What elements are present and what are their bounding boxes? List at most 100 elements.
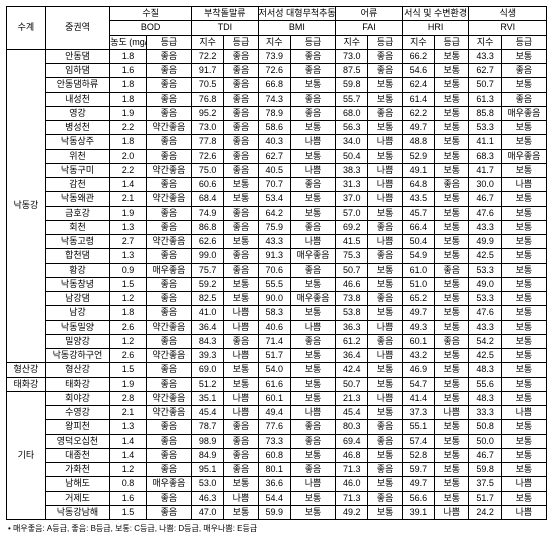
value-cell: 좋음	[435, 334, 469, 348]
value-cell: 2.6	[110, 349, 147, 363]
value-cell: 좋음	[435, 263, 469, 277]
region-cell: 형산강	[45, 363, 110, 377]
value-cell: 보통	[435, 277, 469, 291]
value-cell: 1.8	[110, 92, 147, 106]
value-cell: 약간좋음	[146, 320, 191, 334]
value-cell: 72.2	[191, 49, 223, 63]
value-cell: 보통	[368, 206, 402, 220]
value-cell: 36.6	[258, 477, 290, 491]
value-cell: 보통	[435, 78, 469, 92]
value-cell: 좋음	[290, 463, 335, 477]
hdr-region: 중권역	[45, 7, 110, 50]
hdr-sub-2: BMI	[258, 21, 335, 35]
value-cell: 좋음	[224, 163, 258, 177]
value-cell: 보통	[501, 363, 546, 377]
value-cell: 보통	[501, 206, 546, 220]
value-cell: 좋음	[146, 49, 191, 63]
region-cell: 내성천	[45, 92, 110, 106]
table-row: 임하댐1.6좋음91.7좋음72.6좋음87.5좋음54.6보통62.7좋음	[7, 64, 547, 78]
table-row: 병성천2.2약간좋음73.0좋음58.6보통56.3보통49.7보통53.3보통	[7, 121, 547, 135]
value-cell: 76.8	[191, 92, 223, 106]
value-cell: 매우좋음	[290, 249, 335, 263]
value-cell: 보통	[290, 505, 335, 519]
table-row: 황강0.9매우좋음75.7좋음70.6좋음50.7보통61.0좋음53.3보통	[7, 263, 547, 277]
value-cell: 69.4	[336, 434, 368, 448]
value-cell: 61.2	[336, 334, 368, 348]
value-cell: 좋음	[290, 220, 335, 234]
value-cell: 보통	[435, 463, 469, 477]
value-cell: 약간좋음	[146, 235, 191, 249]
value-cell: 좋음	[501, 64, 546, 78]
value-cell: 보통	[290, 391, 335, 405]
value-cell: 보통	[435, 135, 469, 149]
hdr-sub-5: RVI	[469, 21, 547, 35]
hdr-third-4a: 지수	[402, 35, 434, 49]
value-cell: 보통	[435, 206, 469, 220]
value-cell: 보통	[501, 163, 546, 177]
value-cell: 62.7	[469, 64, 501, 78]
value-cell: 보통	[435, 106, 469, 120]
value-cell: 좋음	[224, 220, 258, 234]
value-cell: 98.9	[191, 434, 223, 448]
value-cell: 1.5	[110, 277, 147, 291]
value-cell: 보통	[501, 277, 546, 291]
hdr-third-3b: 등급	[368, 35, 402, 49]
value-cell: 85.8	[469, 106, 501, 120]
value-cell: 75.3	[336, 249, 368, 263]
value-cell: 좋음	[146, 491, 191, 505]
value-cell: 1.9	[110, 377, 147, 391]
value-cell: 62.2	[402, 106, 434, 120]
value-cell: 좋음	[224, 49, 258, 63]
table-row: 낙동강안동댐1.8좋음72.2좋음73.9좋음73.0좋음66.2보통43.3보…	[7, 49, 547, 63]
value-cell: 2.0	[110, 149, 147, 163]
value-cell: 좋음	[224, 149, 258, 163]
value-cell: 46.7	[469, 448, 501, 462]
region-cell: 가화천	[45, 463, 110, 477]
value-cell: 보통	[224, 235, 258, 249]
value-cell: 68.0	[336, 106, 368, 120]
value-cell: 나쁨	[368, 178, 402, 192]
region-cell: 남강댐	[45, 292, 110, 306]
value-cell: 43.3	[258, 235, 290, 249]
value-cell: 30.0	[469, 178, 501, 192]
value-cell: 73.3	[258, 434, 290, 448]
value-cell: 46.7	[469, 192, 501, 206]
value-cell: 좋음	[290, 106, 335, 120]
value-cell: 보통	[290, 277, 335, 291]
value-cell: 좋음	[290, 64, 335, 78]
hdr-third-0a: 농도 (mg/L)	[110, 35, 147, 49]
region-cell: 임하댐	[45, 64, 110, 78]
value-cell: 좋음	[224, 135, 258, 149]
value-cell: 좋음	[368, 220, 402, 234]
value-cell: 보통	[501, 78, 546, 92]
value-cell: 2.2	[110, 163, 147, 177]
table-row: 남강1.8좋음41.0나쁨58.3보통53.8보통49.7보통47.6보통	[7, 306, 547, 320]
table-header: 수계 중권역 수질 부착돌말류 저서성 대형무척추동물 어류 서식 및 수변환경…	[7, 7, 547, 50]
value-cell: 보통	[224, 178, 258, 192]
value-cell: 68.4	[191, 192, 223, 206]
value-cell: 보통	[368, 448, 402, 462]
region-cell: 영덕오십천	[45, 434, 110, 448]
value-cell: 나쁨	[368, 235, 402, 249]
value-cell: 보통	[290, 448, 335, 462]
value-cell: 좋음	[146, 106, 191, 120]
table-row: 감천1.4좋음60.6보통70.7좋음31.3나쁨64.8좋음30.0나쁨	[7, 178, 547, 192]
value-cell: 좋음	[368, 420, 402, 434]
hdr-sub-4: HRI	[402, 21, 469, 35]
value-cell: 나쁨	[501, 406, 546, 420]
value-cell: 41.1	[469, 135, 501, 149]
value-cell: 보통	[224, 192, 258, 206]
value-cell: 보통	[368, 377, 402, 391]
value-cell: 보통	[290, 121, 335, 135]
value-cell: 나쁨	[224, 491, 258, 505]
value-cell: 46.3	[191, 491, 223, 505]
data-table: 수계 중권역 수질 부착돌말류 저서성 대형무척추동물 어류 서식 및 수변환경…	[6, 6, 547, 520]
value-cell: 보통	[290, 377, 335, 391]
value-cell: 40.5	[258, 163, 290, 177]
value-cell: 좋음	[146, 363, 191, 377]
value-cell: 31.3	[336, 178, 368, 192]
value-cell: 좋음	[146, 277, 191, 291]
region-cell: 안동댐	[45, 49, 110, 63]
value-cell: 61.4	[402, 92, 434, 106]
region-cell: 수영강	[45, 406, 110, 420]
